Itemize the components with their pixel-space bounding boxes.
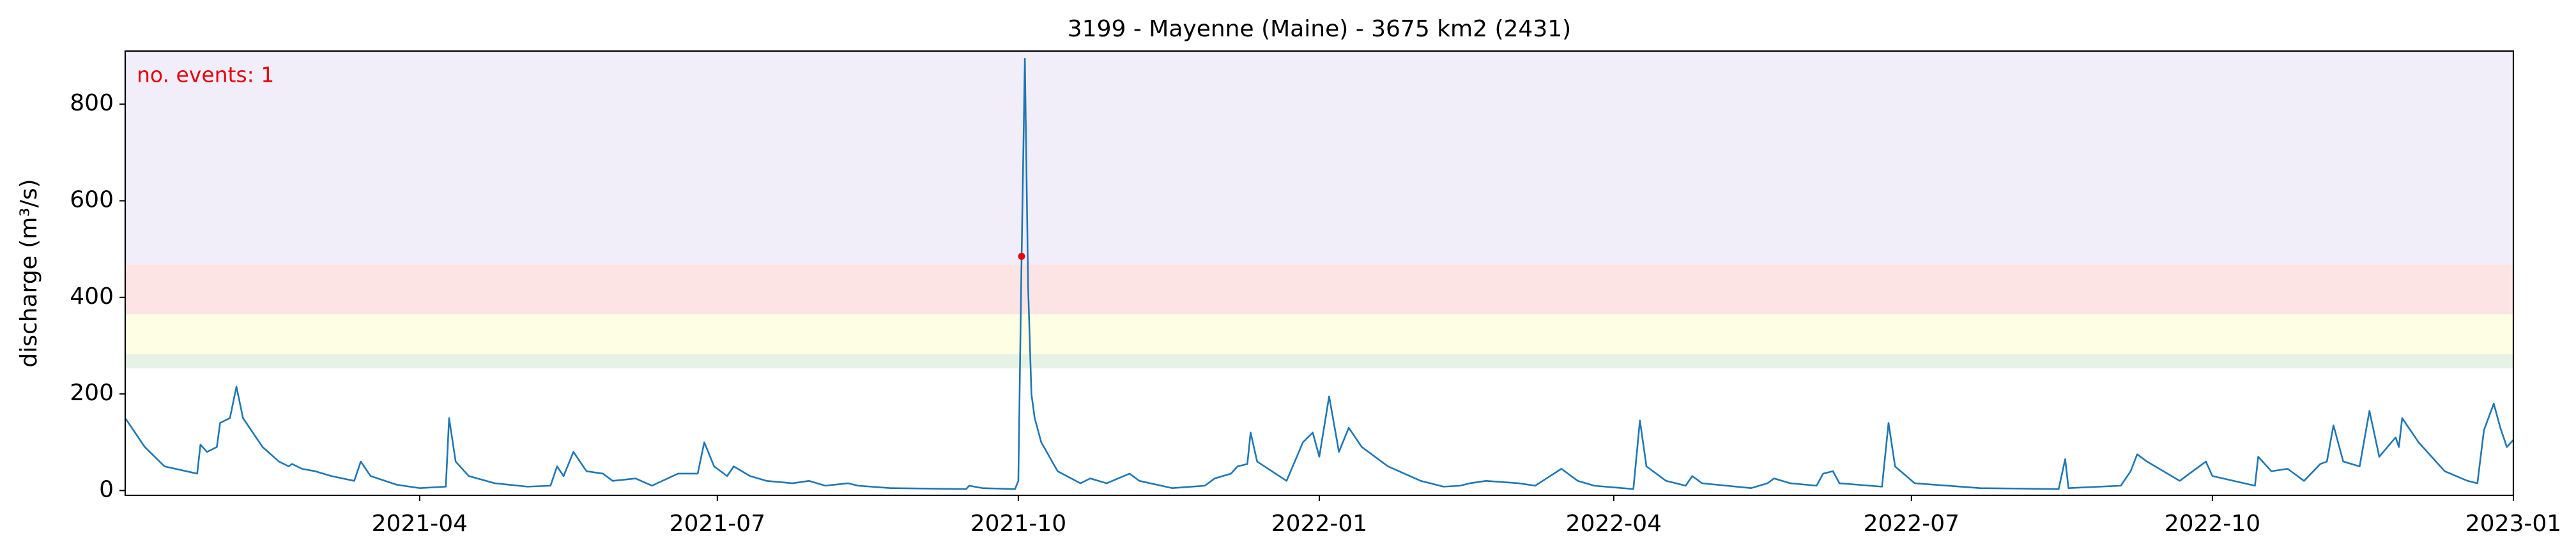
x-tick-label: 2021-10 [970,511,1066,537]
threshold-band [125,314,2513,354]
x-tick-label: 2021-04 [372,511,468,537]
event-marker [1018,253,1025,260]
x-tick-label: 2022-04 [1566,511,1662,537]
x-tick-label: 2021-07 [670,511,765,537]
y-tick-label: 400 [70,283,114,310]
y-tick-label: 0 [99,476,114,502]
threshold-band [125,51,2513,265]
y-axis-label: discharge (m³/s) [16,179,42,367]
y-tick-label: 200 [70,380,114,406]
chart-title: 3199 - Mayenne (Maine) - 3675 km2 (2431) [1068,16,1571,42]
x-tick-label: 2022-10 [2165,511,2260,537]
y-tick-label: 800 [70,90,114,116]
event-count-annotation: no. events: 1 [137,63,274,87]
data-line [124,57,2514,490]
y-tick-label: 600 [70,187,114,213]
x-tick-label: 2022-01 [1271,511,1367,537]
x-tick-label: 2023-01 [2465,511,2561,537]
x-tick-label: 2022-07 [1864,511,1959,537]
threshold-band [125,264,2513,315]
threshold-band [125,354,2513,369]
